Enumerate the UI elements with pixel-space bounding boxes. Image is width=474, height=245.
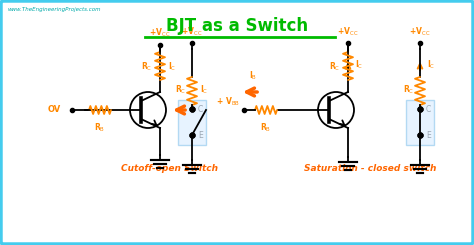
Text: R$_{\rm C}$: R$_{\rm C}$	[329, 61, 341, 73]
Text: R$_{\rm C}$: R$_{\rm C}$	[403, 84, 415, 96]
Text: +V$_{\rm CC}$: +V$_{\rm CC}$	[337, 25, 359, 38]
Text: OV: OV	[47, 106, 61, 114]
Text: I$_{\rm B}$: I$_{\rm B}$	[249, 70, 257, 82]
Text: R$_{\rm B}$: R$_{\rm B}$	[94, 122, 106, 135]
Text: +V$_{\rm CC}$: +V$_{\rm CC}$	[149, 26, 171, 39]
Bar	[406, 100, 434, 145]
Text: E: E	[198, 131, 203, 139]
Text: R$_{\rm B}$: R$_{\rm B}$	[260, 122, 272, 135]
Text: C: C	[426, 105, 431, 113]
Text: +V$_{\rm CC}$: +V$_{\rm CC}$	[181, 25, 203, 38]
Text: I$_{\rm C}$: I$_{\rm C}$	[168, 61, 176, 73]
Text: E: E	[426, 131, 431, 139]
Text: BJT as a Switch: BJT as a Switch	[166, 17, 308, 35]
Text: R$_{\rm C}$: R$_{\rm C}$	[175, 84, 187, 96]
Text: R$_{\rm C}$: R$_{\rm C}$	[141, 61, 153, 73]
Text: Saturation - closed switch: Saturation - closed switch	[304, 164, 436, 173]
Text: +V$_{\rm CC}$: +V$_{\rm CC}$	[409, 25, 431, 38]
Text: + V$_{\rm BB}$: + V$_{\rm BB}$	[216, 96, 240, 108]
Text: www.TheEngineeringProjects.com: www.TheEngineeringProjects.com	[8, 7, 101, 12]
Text: C: C	[198, 105, 203, 113]
Text: I$_{\rm C}$: I$_{\rm C}$	[200, 84, 208, 96]
Text: I$_{\rm C}$: I$_{\rm C}$	[355, 59, 363, 71]
Text: Cutoff-open Switch: Cutoff-open Switch	[121, 164, 219, 173]
Bar	[178, 100, 206, 145]
Text: I$_{\rm C}$: I$_{\rm C}$	[427, 59, 435, 71]
